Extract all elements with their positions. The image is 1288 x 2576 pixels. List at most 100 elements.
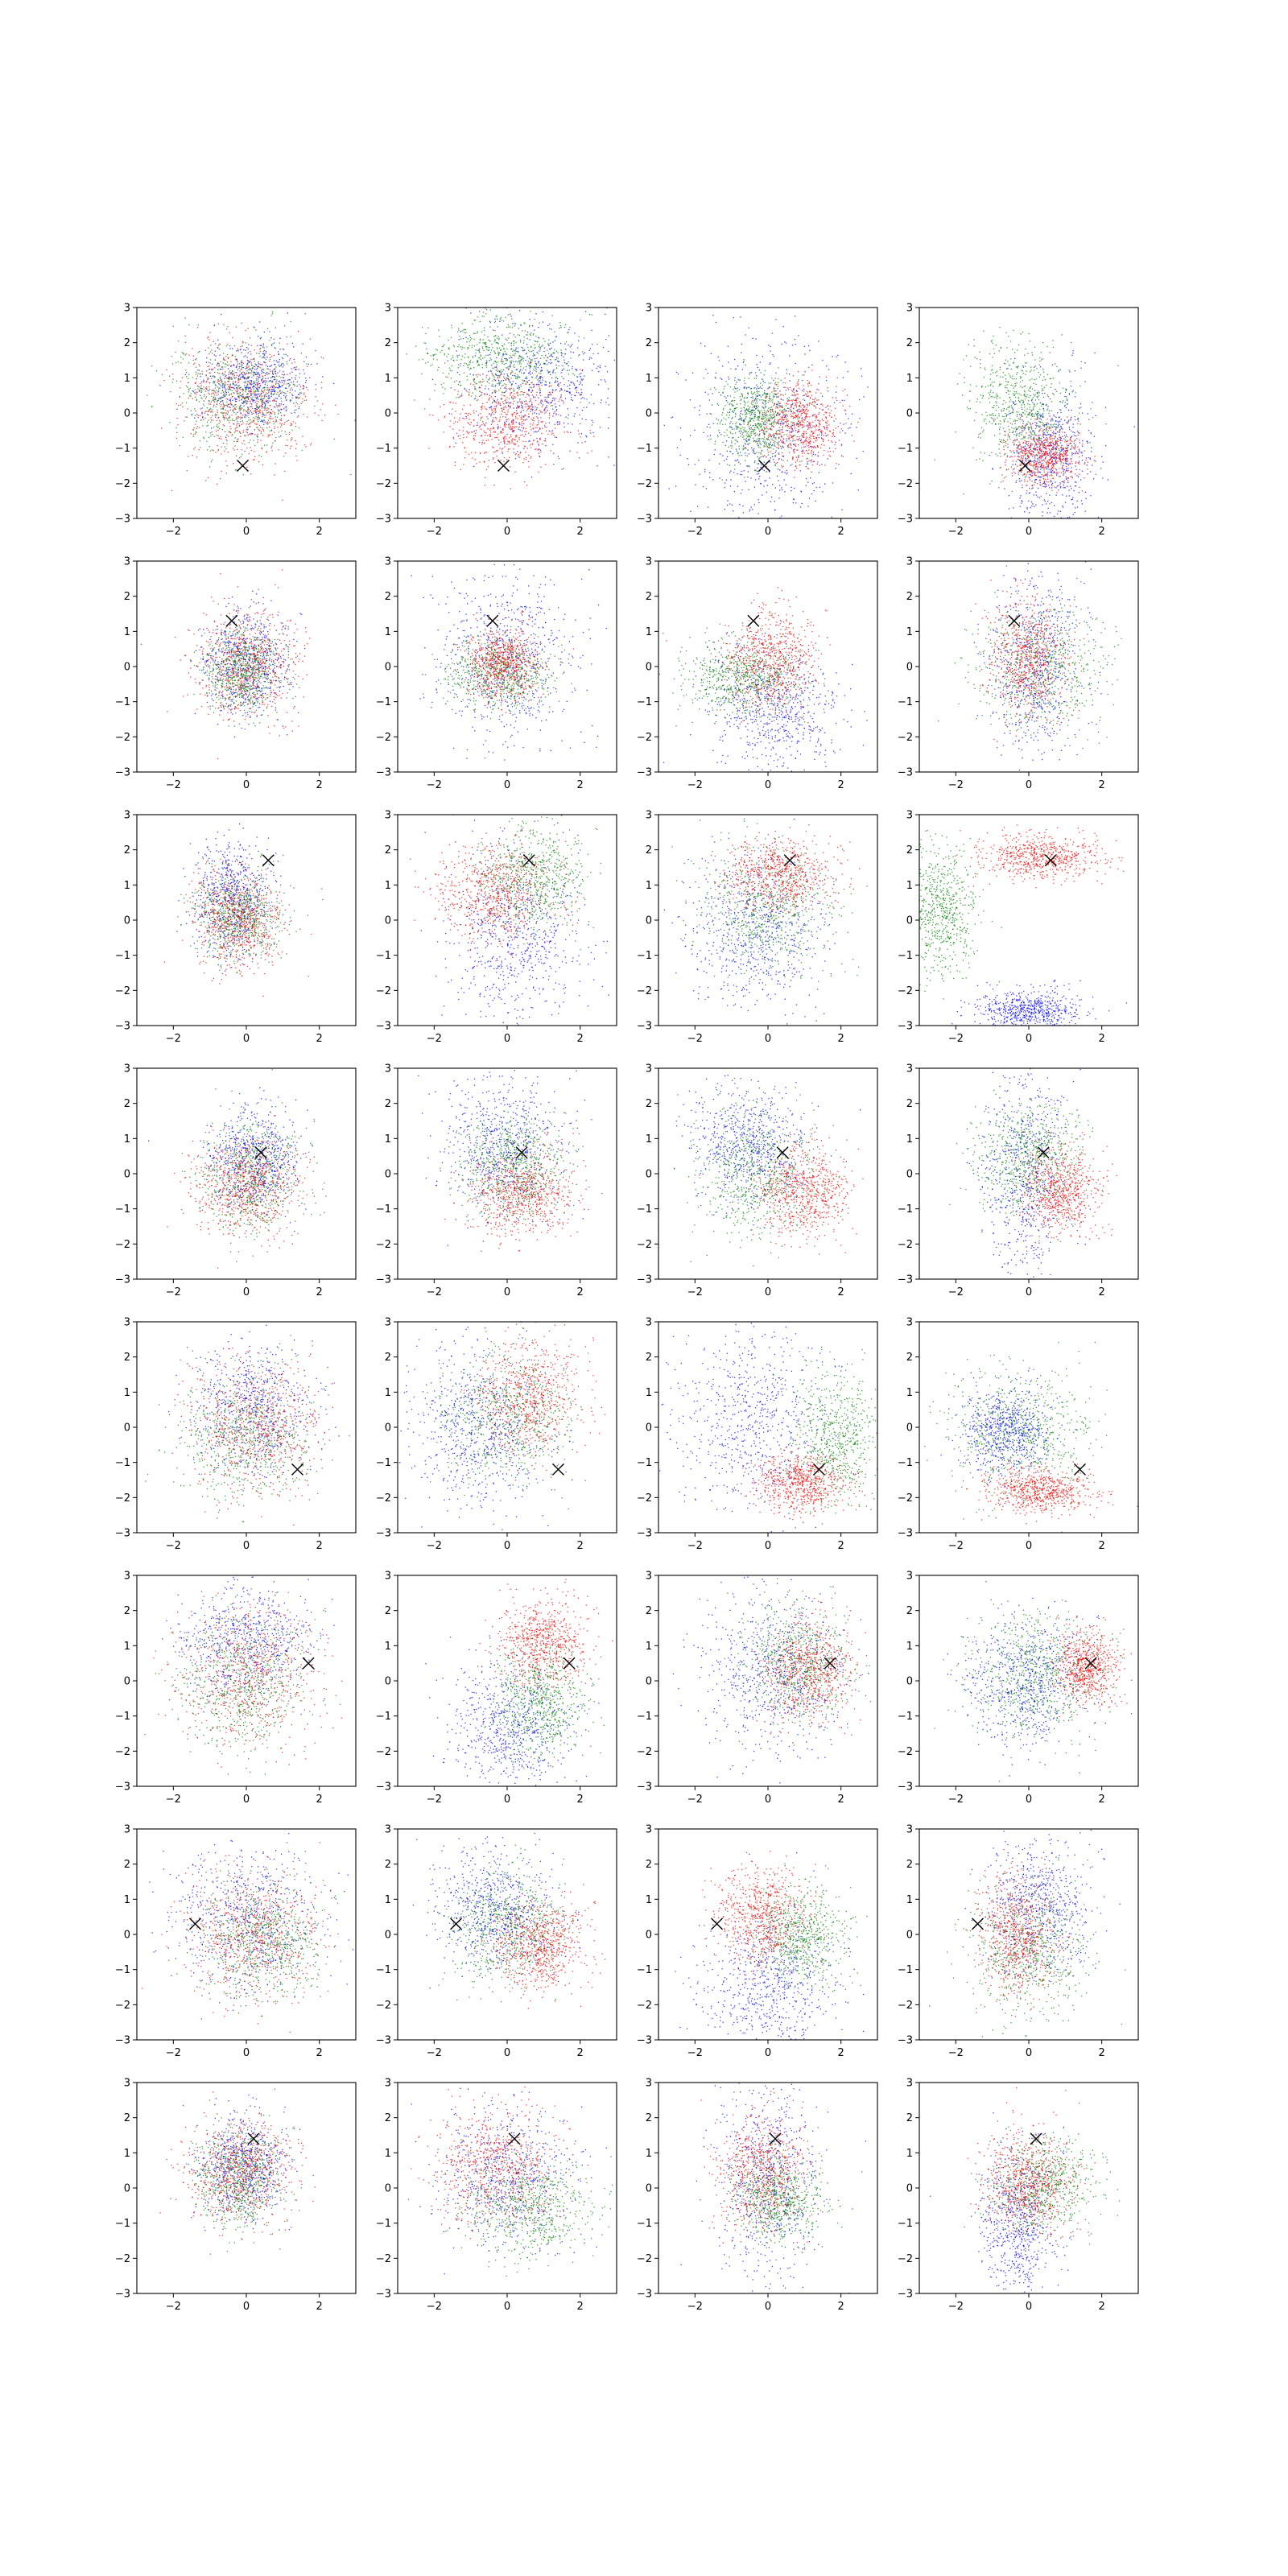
scatter-point-red <box>259 375 260 376</box>
scatter-point-green <box>780 394 781 395</box>
scatter-point-blue <box>257 372 258 373</box>
scatter-point-blue <box>580 373 581 374</box>
scatter-point-blue <box>265 422 266 423</box>
scatter-point-green <box>219 384 220 385</box>
scatter-point-green <box>182 402 183 403</box>
scatter-point-green <box>248 373 249 374</box>
scatter-point-green <box>586 398 587 399</box>
scatter-point-red <box>278 381 279 382</box>
scatter-point-blue <box>568 365 569 366</box>
scatter-point-blue <box>227 398 228 399</box>
scatter-point-blue <box>516 348 517 349</box>
scatter-point-green <box>729 404 730 405</box>
scatter-point-blue <box>772 354 773 355</box>
scatter-point-green <box>734 410 735 411</box>
scatter-point-green <box>172 363 173 364</box>
scatter-point-blue <box>739 504 740 505</box>
scatter-point-blue <box>552 409 553 410</box>
scatter-point-red <box>274 386 275 387</box>
scatter-point-blue <box>792 440 793 441</box>
y-tick-label: −2 <box>376 478 391 490</box>
scatter-point-red <box>536 427 537 428</box>
scatter-point-blue <box>680 427 681 428</box>
scatter-point-green <box>780 446 781 447</box>
scatter-point-blue <box>281 415 282 416</box>
scatter-point-green <box>249 442 250 443</box>
scatter-point-green <box>280 377 281 378</box>
scatter-point-red <box>252 422 253 423</box>
scatter-point-green <box>757 391 758 392</box>
scatter-point-blue <box>290 385 291 386</box>
scatter-point-red <box>223 443 224 444</box>
scatter-point-red <box>257 403 258 404</box>
scatter-point-blue <box>542 382 543 383</box>
scatter-point-green <box>717 423 718 424</box>
scatter-point-red <box>256 411 257 412</box>
scatter-point-green <box>722 442 723 443</box>
scatter-point-green <box>210 432 211 433</box>
scatter-point-green <box>773 448 774 449</box>
scatter-point-blue <box>758 502 759 503</box>
scatter-point-blue <box>529 319 530 320</box>
scatter-point-blue <box>589 359 590 360</box>
scatter-point-green <box>740 433 741 434</box>
scatter-point-red <box>266 412 267 413</box>
scatter-point-green <box>556 377 557 378</box>
y-tick-label: −3 <box>376 514 391 526</box>
scatter-point-blue <box>772 333 773 334</box>
scatter-point-blue <box>757 386 758 387</box>
scatter-point-red <box>485 408 486 409</box>
scatter-point-blue <box>761 467 762 468</box>
scatter-point-blue <box>520 340 521 341</box>
scatter-point-red <box>494 437 495 438</box>
scatter-point-green <box>462 356 463 357</box>
scatter-point-green <box>275 348 276 349</box>
scatter-point-green <box>465 329 466 330</box>
scatter-point-red <box>254 459 255 460</box>
scatter-point-red <box>532 410 533 411</box>
scatter-point-blue <box>773 395 774 396</box>
scatter-point-red <box>538 472 539 473</box>
scatter-point-green <box>225 394 226 395</box>
scatter-point-green <box>432 364 433 365</box>
scatter-point-red <box>536 358 537 359</box>
scatter-point-green <box>262 413 263 414</box>
scatter-point-red <box>519 439 520 440</box>
scatter-point-blue <box>570 392 571 393</box>
scatter-point-red <box>492 421 493 422</box>
scatter-point-red <box>496 437 497 438</box>
scatter-point-green <box>503 377 504 378</box>
scatter-point-red <box>510 436 511 437</box>
scatter-point-green <box>519 387 520 388</box>
scatter-point-green <box>206 397 207 398</box>
scatter-point-blue <box>220 378 221 379</box>
scatter-point-blue <box>579 384 580 385</box>
scatter-point-red <box>178 405 179 406</box>
scatter-point-green <box>286 395 287 396</box>
scatter-point-blue <box>560 343 561 344</box>
scatter-point-red <box>580 436 581 437</box>
scatter-point-green <box>807 392 808 393</box>
scatter-point-red <box>564 431 565 432</box>
scatter-point-blue <box>795 363 796 364</box>
scatter-point-blue <box>506 354 507 355</box>
scatter-point-red <box>521 417 522 418</box>
scatter-point-red <box>206 411 207 412</box>
scatter-point-red <box>492 374 493 375</box>
scatter-point-green <box>753 414 754 415</box>
scatter-point-blue <box>270 365 271 366</box>
scatter-point-red <box>538 449 539 450</box>
scatter-point-red <box>536 394 537 395</box>
scatter-point-blue <box>262 371 263 372</box>
scatter-point-blue <box>600 367 601 368</box>
scatter-point-green <box>256 398 257 399</box>
scatter-point-red <box>211 349 212 350</box>
scatter-point-green <box>548 340 549 341</box>
scatter-point-green <box>503 361 504 362</box>
scatter-point-green <box>497 326 498 327</box>
scatter-point-blue <box>548 362 549 363</box>
scatter-point-red <box>257 409 258 410</box>
scatter-point-blue <box>565 349 566 350</box>
scatter-point-green <box>485 342 486 343</box>
scatter-point-blue <box>583 353 584 354</box>
